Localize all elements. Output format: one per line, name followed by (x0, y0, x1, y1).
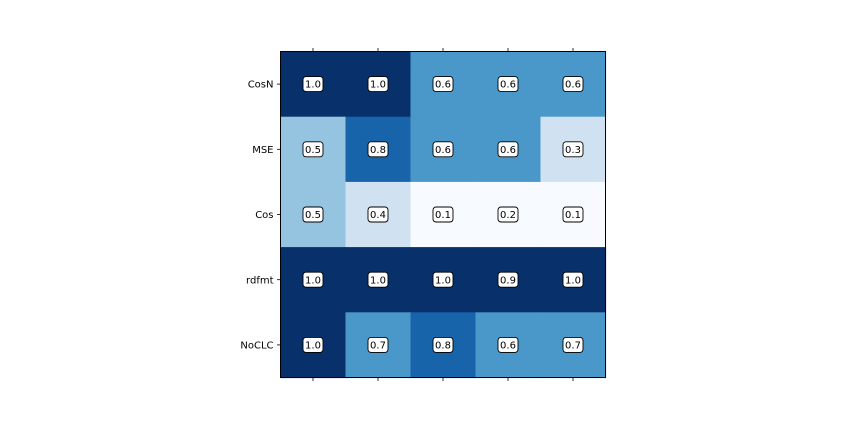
cell-label-r4-c1: 0.7 (370, 341, 386, 352)
y-tick-label-1: MSE (252, 145, 273, 156)
cell-label-box-r1-c4 (562, 141, 584, 158)
cell-label-box-r3-c1 (367, 271, 389, 288)
cell-label-box-r0-c1 (367, 76, 389, 93)
cell-label-r0-c0: 1.0 (305, 80, 321, 91)
cell-label-r2-c1: 0.4 (370, 210, 386, 221)
cell-label-box-r0-c3 (497, 76, 519, 93)
cell-label-box-r3-c2 (432, 271, 454, 288)
cell-label-r4-c2: 0.8 (435, 341, 451, 352)
cell-label-r0-c4: 0.6 (565, 80, 581, 91)
cell-label-r3-c0: 1.0 (305, 275, 321, 286)
cell-label-box-r4-c2 (432, 336, 454, 353)
cell-label-box-r3-c4 (562, 271, 584, 288)
cell-label-box-r2-c1 (367, 206, 389, 223)
cell-label-r2-c0: 0.5 (305, 210, 321, 221)
cell-label-box-r1-c0 (302, 141, 324, 158)
cell-label-r2-c3: 0.2 (500, 210, 516, 221)
cell-label-r1-c1: 0.8 (370, 145, 386, 156)
cell-label-box-r0-c4 (562, 76, 584, 93)
cell-label-r3-c2: 1.0 (435, 275, 451, 286)
cell-label-r3-c4: 1.0 (565, 275, 581, 286)
y-tick-label-3: rdfmt (246, 275, 274, 286)
cell-label-r1-c0: 0.5 (305, 145, 321, 156)
cell-label-box-r4-c3 (497, 336, 519, 353)
cell-label-r0-c2: 0.6 (435, 80, 451, 91)
y-tick-label-2: Cos (255, 210, 273, 221)
cell-label-box-r2-c3 (497, 206, 519, 223)
y-tick-label-0: CosN (248, 80, 274, 91)
cell-label-box-r2-c0 (302, 206, 324, 223)
cell-label-r2-c4: 0.1 (565, 210, 581, 221)
cell-label-r4-c4: 0.7 (565, 341, 581, 352)
cell-label-box-r4-c0 (302, 336, 324, 353)
cell-label-box-r4-c4 (562, 336, 584, 353)
cell-label-r2-c2: 0.1 (435, 210, 451, 221)
cell-label-r0-c1: 1.0 (370, 80, 386, 91)
cell-label-r3-c1: 1.0 (370, 275, 386, 286)
cell-label-r1-c2: 0.6 (435, 145, 451, 156)
cell-label-box-r0-c0 (302, 76, 324, 93)
cell-label-r4-c0: 1.0 (305, 341, 321, 352)
cell-label-box-r1-c1 (367, 141, 389, 158)
cell-label-box-r1-c2 (432, 141, 454, 158)
plot-frame (280, 51, 606, 378)
cell-label-r3-c3: 0.9 (500, 275, 516, 286)
cell-label-r0-c3: 0.6 (500, 80, 516, 91)
cell-label-box-r4-c1 (367, 336, 389, 353)
cell-label-box-r2-c2 (432, 206, 454, 223)
cell-label-box-r1-c3 (497, 141, 519, 158)
cells-layer (280, 51, 607, 379)
ticks-layer: CosN MSE Cos rdfmt NoCLC (240, 48, 574, 381)
cell-label-box-r3-c3 (497, 271, 519, 288)
cell-label-r1-c3: 0.6 (500, 145, 516, 156)
cell-label-r1-c4: 0.3 (565, 145, 581, 156)
cell-label-box-r3-c0 (302, 271, 324, 288)
cell-label-box-r2-c4 (562, 206, 584, 223)
cell-label-r4-c3: 0.6 (500, 341, 516, 352)
cell-label-box-r0-c2 (432, 76, 454, 93)
y-tick-label-4: NoCLC (240, 341, 273, 352)
annotations-layer: 1.0 1.0 0.6 0.6 0.6 0.5 0.8 0.6 0.6 0.3 0.5 0.4 0.1 0… (302, 76, 584, 353)
